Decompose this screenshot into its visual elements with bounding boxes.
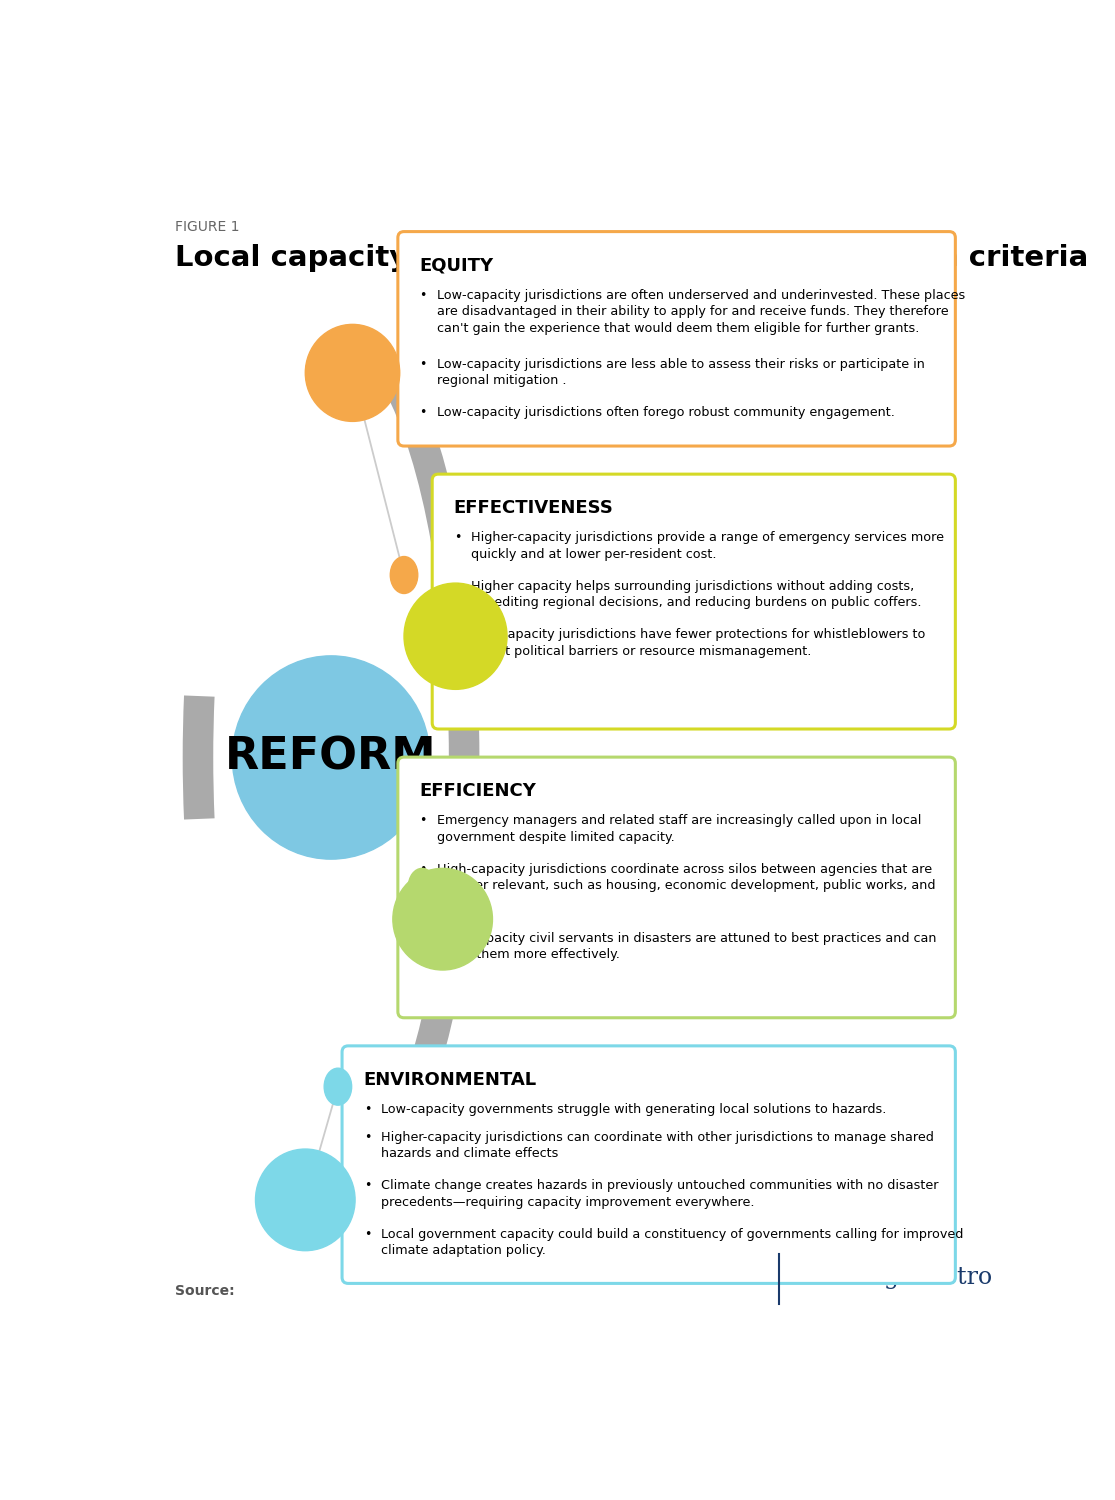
FancyBboxPatch shape [398,231,956,446]
Text: Emergency managers and related staff are increasingly called upon in local
gover: Emergency managers and related staff are… [437,815,921,843]
Ellipse shape [232,656,429,860]
Text: Higher capacity helps surrounding jurisdictions without adding costs,
expediting: Higher capacity helps surrounding jurisd… [471,579,921,609]
Ellipse shape [420,591,448,628]
Ellipse shape [306,324,400,422]
Text: •: • [363,1131,371,1143]
Text: Low-capacity jurisdictions are often underserved and underinvested. These places: Low-capacity jurisdictions are often und… [437,288,964,334]
Text: •: • [454,579,462,592]
Text: •: • [363,1227,371,1240]
Text: Brookings Metro: Brookings Metro [789,1266,991,1288]
FancyBboxPatch shape [398,758,956,1018]
Text: Higher-capacity jurisdictions provide a range of emergency services more
quickly: Higher-capacity jurisdictions provide a … [471,531,944,561]
Text: •: • [419,406,427,420]
Ellipse shape [408,868,436,906]
Text: •: • [419,815,427,827]
Text: •: • [454,531,462,544]
Text: Low-capacity jurisdictions have fewer protections for whistleblowers to
report p: Low-capacity jurisdictions have fewer pr… [471,628,925,657]
Text: •: • [419,358,427,370]
FancyBboxPatch shape [433,474,956,729]
Text: EFFICIENCY: EFFICIENCY [419,782,536,800]
Text: REFORM: REFORM [225,736,437,778]
Text: High-capacity jurisdictions coordinate across silos between agencies that are
di: High-capacity jurisdictions coordinate a… [437,862,935,909]
Text: •: • [363,1179,371,1192]
Text: B: B [726,1246,766,1293]
Text: Low-capacity jurisdictions are less able to assess their risks or participate in: Low-capacity jurisdictions are less able… [437,358,924,387]
Text: FIGURE 1: FIGURE 1 [175,220,240,234]
Ellipse shape [255,1149,355,1251]
Text: ENVIRONMENTAL: ENVIRONMENTAL [363,1071,536,1089]
Text: High-capacity civil servants in disasters are attuned to best practices and can
: High-capacity civil servants in disaster… [437,932,937,962]
Ellipse shape [390,556,418,594]
Text: •: • [419,862,427,876]
Text: Local government capacity could build a constituency of governments calling for : Local government capacity could build a … [381,1227,963,1257]
Text: •: • [454,628,462,640]
Text: EQUITY: EQUITY [419,256,494,274]
Ellipse shape [404,584,507,690]
Text: •: • [363,1102,371,1116]
Text: EFFECTIVENESS: EFFECTIVENESS [454,500,613,517]
Text: Climate change creates hazards in previously untouched communities with no disas: Climate change creates hazards in previo… [381,1179,939,1209]
Text: Local capacity gaps mapped against our reform criteria: Local capacity gaps mapped against our r… [175,243,1088,272]
Text: •: • [419,288,427,302]
Ellipse shape [324,1068,351,1106]
Ellipse shape [392,868,493,970]
Text: Low-capacity jurisdictions often forego robust community engagement.: Low-capacity jurisdictions often forego … [437,406,894,420]
Text: •: • [419,932,427,945]
Text: Low-capacity governments struggle with generating local solutions to hazards.: Low-capacity governments struggle with g… [381,1102,886,1116]
Text: Higher-capacity jurisdictions can coordinate with other jurisdictions to manage : Higher-capacity jurisdictions can coordi… [381,1131,933,1160]
Text: Source:: Source: [175,1284,234,1298]
FancyBboxPatch shape [342,1046,956,1284]
